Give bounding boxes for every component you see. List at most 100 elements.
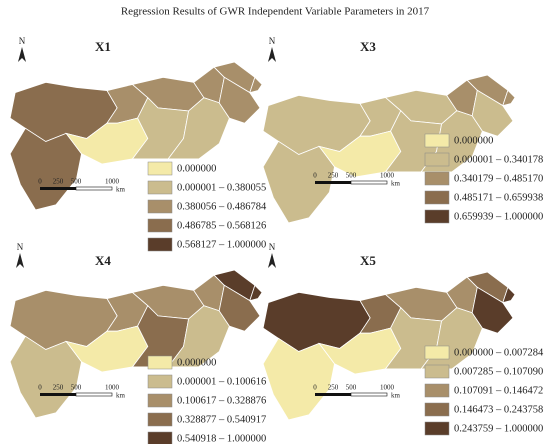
legend-swatch [147, 218, 173, 233]
legend-label: 0.486785 – 0.568126 [177, 220, 266, 231]
scale-label: 0 [313, 384, 317, 392]
scale-label: 0 [38, 178, 42, 186]
legend-label: 0.485171 – 0.659938 [454, 192, 543, 203]
panel-label: X1 [95, 39, 111, 54]
region [167, 97, 230, 160]
region [131, 97, 190, 160]
legend-label: 0.000001 – 0.340178 [454, 154, 543, 165]
panel-label: X3 [360, 39, 376, 54]
legend-swatch [147, 199, 173, 214]
legend-label: 0.000000 – 0.007284 [454, 347, 544, 358]
region [9, 335, 82, 419]
scale-unit: km [116, 392, 126, 400]
scale-label: 250 [328, 384, 339, 392]
map [9, 269, 263, 419]
scale-label: 1000 [105, 384, 120, 392]
scale-label: 250 [53, 384, 64, 392]
legend-label: 0.340179 – 0.485170 [454, 173, 543, 184]
scale-label: 250 [328, 172, 339, 180]
legend-label: 0.000000 [454, 135, 493, 146]
region [249, 76, 263, 94]
legend-swatch [147, 393, 173, 408]
region [262, 140, 335, 224]
map [262, 271, 516, 421]
region [502, 286, 516, 304]
scale-label: 1000 [105, 178, 120, 186]
north-arrow [268, 253, 276, 268]
legend-label: 0.100617 – 0.328876 [177, 395, 266, 406]
scale-unit: km [391, 180, 401, 188]
scale-bar [315, 181, 351, 184]
scale-bar [40, 187, 76, 190]
scale-label: 1000 [380, 384, 395, 392]
legend-label: 0.146473 – 0.243758 [454, 404, 543, 415]
scale-label: 500 [346, 172, 357, 180]
legend-swatch [147, 431, 173, 444]
scale-label: 0 [38, 384, 42, 392]
region [471, 89, 514, 137]
legend-label: 0.000000 [177, 163, 216, 174]
scale-bar [75, 186, 113, 191]
scale-bar [350, 180, 388, 185]
legend-label: 0.540918 – 1.000000 [177, 433, 266, 444]
legend-swatch [147, 237, 173, 252]
panel-label: X5 [360, 253, 376, 268]
legend-label: 0.380056 – 0.486784 [177, 201, 267, 212]
legend-label: 0.659939 – 1.000000 [454, 211, 543, 222]
region [471, 286, 514, 334]
legend-swatch [147, 355, 173, 370]
north-arrow [268, 47, 276, 62]
scale-label: 500 [71, 178, 82, 186]
legend-swatch [147, 374, 173, 389]
north-arrow [16, 253, 24, 268]
scale-label: 250 [53, 178, 64, 186]
legend-label: 0.000001 – 0.380055 [177, 182, 266, 193]
scale-unit: km [116, 186, 126, 194]
legend-swatch [424, 190, 450, 205]
panel-label: X4 [95, 253, 111, 268]
legend-swatch [424, 402, 450, 417]
scale-label: 0 [313, 172, 317, 180]
legend-swatch [424, 364, 450, 379]
legend-swatch [147, 412, 173, 427]
legend-swatch [147, 161, 173, 176]
north-label: N [269, 36, 276, 46]
legend-label: 0.107091 – 0.146472 [454, 385, 543, 396]
scale-bar [40, 393, 76, 396]
region [262, 337, 335, 421]
legend-swatch [147, 180, 173, 195]
region [218, 76, 261, 124]
region [502, 89, 516, 107]
legend-label: 0.007285 – 0.107090 [454, 366, 543, 377]
legend-label: 0.568127 – 1.000000 [177, 239, 266, 250]
region [218, 284, 261, 332]
scale-bar [75, 392, 113, 397]
north-label: N [17, 242, 24, 252]
map [9, 61, 263, 211]
legend-label: 0.000001 – 0.100616 [177, 376, 266, 387]
north-label: N [269, 242, 276, 252]
scale-label: 500 [346, 384, 357, 392]
figure-title: Regression Results of GWR Independent Va… [121, 6, 430, 18]
legend-swatch [424, 152, 450, 167]
legend-swatch [424, 209, 450, 224]
legend-label: 0.328877 – 0.540917 [177, 414, 266, 425]
legend-swatch [424, 133, 450, 148]
legend-swatch [424, 345, 450, 360]
legend-swatch [424, 383, 450, 398]
scale-unit: km [391, 392, 401, 400]
north-arrow [18, 47, 26, 62]
legend-label: 0.243759 – 1.000000 [454, 423, 543, 434]
scale-label: 1000 [380, 172, 395, 180]
scale-bar [315, 393, 351, 396]
region [249, 284, 263, 302]
scale-label: 500 [71, 384, 82, 392]
north-label: N [19, 36, 26, 46]
legend-swatch [424, 421, 450, 436]
legend-swatch [424, 171, 450, 186]
